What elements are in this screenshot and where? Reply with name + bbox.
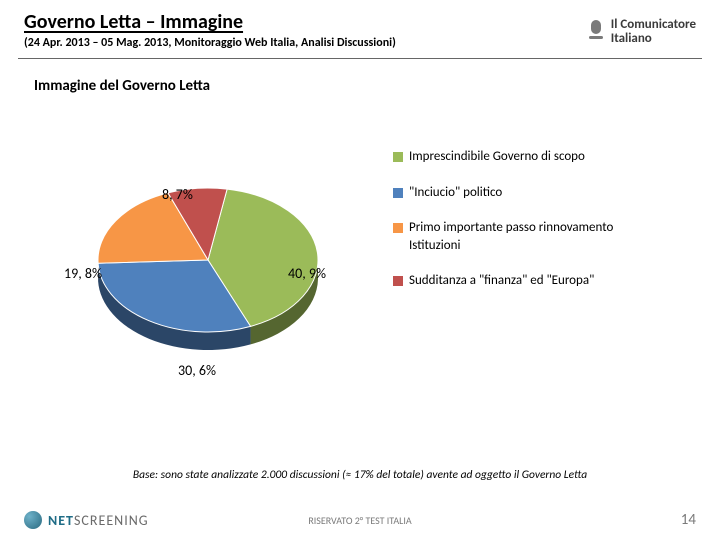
slice-label: 40, 9% [288,265,326,282]
globe-icon [24,511,42,529]
legend-swatch [393,276,403,286]
footer-center-text: RISERVATO 2° TEST ITALIA [308,514,411,527]
base-note: Base: sono state analizzate 2.000 discus… [0,468,720,482]
page-number: 14 [681,511,696,529]
legend-item: Sudditanza a "finanza" ed "Europa" [393,272,653,290]
legend-swatch [393,188,403,198]
slice-label: 8, 7% [162,186,193,203]
footer-logo: NETSCREENING [24,511,149,529]
legend-item: "Inciucio" politico [393,184,653,202]
header-divider [18,58,702,59]
microphone-icon [587,20,605,44]
legend-label: Sudditanza a "finanza" ed "Europa" [409,272,594,290]
slice-label: 19, 8% [64,265,102,282]
legend-item: Imprescindibile Governo di scopo [393,148,653,166]
legend-label: Primo importante passo rinnovamento Isti… [409,219,653,254]
legend-label: "Inciucio" politico [409,184,502,202]
slice-label: 30, 6% [178,362,216,379]
brand-line1: Il Comunicatore [611,18,696,32]
footer: NETSCREENING RISERVATO 2° TEST ITALIA 14 [0,500,720,540]
brand-line2: Italiano [611,32,696,46]
legend-item: Primo importante passo rinnovamento Isti… [393,219,653,254]
legend-swatch [393,152,403,162]
legend-label: Imprescindibile Governo di scopo [409,148,585,166]
legend-swatch [393,223,403,233]
brand-logo: Il Comunicatore Italiano [587,18,696,45]
chart-legend: Imprescindibile Governo di scopo "Inciuci… [393,148,653,308]
pie-chart: 40, 9%30, 6%19, 8%8, 7% Imprescindibile … [48,130,668,410]
chart-title: Immagine del Governo Letta [34,77,720,95]
pie-wrap: 40, 9%30, 6%19, 8%8, 7% [78,160,338,370]
footer-logo-text: NETSCREENING [48,512,149,529]
